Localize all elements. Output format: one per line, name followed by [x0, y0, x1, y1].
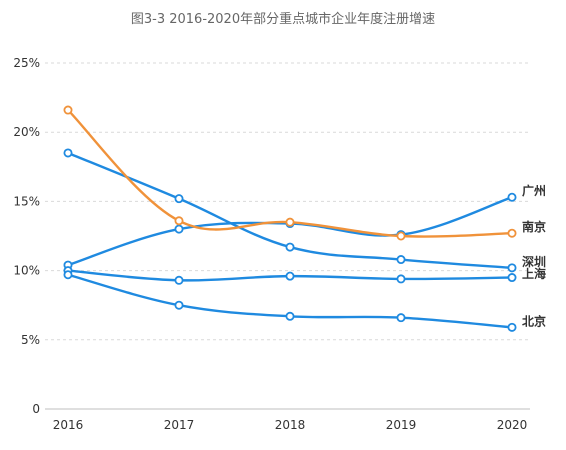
series-end-label: 上海	[522, 266, 546, 281]
y-tick-label: 0	[32, 402, 40, 416]
series-end-label: 北京	[522, 313, 546, 328]
data-point	[507, 228, 517, 238]
data-point	[174, 300, 184, 310]
series-end-label: 南京	[522, 219, 546, 234]
data-point	[174, 194, 184, 204]
x-tick-label: 2016	[53, 418, 84, 432]
data-point	[507, 192, 517, 202]
data-point	[396, 313, 406, 323]
series-line	[66, 196, 514, 267]
data-point	[174, 275, 184, 285]
x-tick-label: 2019	[386, 418, 417, 432]
series-北京	[63, 270, 517, 332]
series-上海	[63, 266, 517, 285]
y-tick-label: 15%	[13, 194, 40, 208]
data-point	[174, 224, 184, 234]
data-point	[507, 273, 517, 283]
data-point	[63, 270, 73, 280]
series-line	[66, 108, 514, 238]
data-point	[396, 274, 406, 284]
x-tick-label: 2020	[497, 418, 528, 432]
data-point	[396, 255, 406, 265]
axis-layer: 0 5% 10% 15% 20% 25% 2016 2017 2018 2019 2020	[13, 56, 530, 432]
data-point	[63, 105, 73, 115]
data-point	[507, 322, 517, 332]
y-tick-label: 20%	[13, 125, 40, 139]
data-point	[507, 263, 517, 273]
chart-title: 图3-3 2016-2020年部分重点城市企业年度注册增速	[130, 12, 436, 27]
series-end-label: 广州	[522, 183, 546, 198]
y-tick-label: 5%	[21, 333, 40, 347]
grid-layer	[45, 62, 530, 341]
data-point	[285, 271, 295, 281]
series-深圳	[63, 148, 517, 273]
data-point	[174, 216, 184, 226]
data-point	[285, 242, 295, 252]
series-南京	[63, 105, 517, 241]
data-point	[63, 148, 73, 158]
data-point	[285, 311, 295, 321]
series-end-label: 深圳	[522, 254, 546, 269]
x-tick-label: 2017	[164, 418, 195, 432]
y-tick-label: 25%	[13, 56, 40, 70]
series-广州	[63, 192, 517, 270]
x-tick-label: 2018	[275, 418, 306, 432]
series-layer	[63, 105, 517, 332]
y-tick-label: 10%	[13, 264, 40, 278]
data-point	[396, 231, 406, 241]
data-point	[285, 217, 295, 227]
